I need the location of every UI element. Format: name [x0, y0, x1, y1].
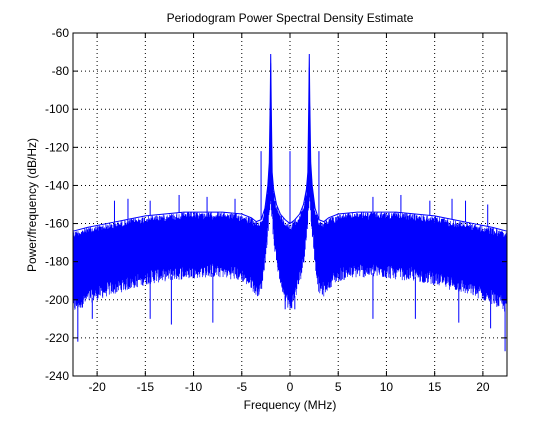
- y-tick-label: -240: [45, 369, 69, 383]
- chart-title: Periodogram Power Spectral Density Estim…: [167, 11, 414, 25]
- x-tick-label: -15: [137, 380, 155, 394]
- y-tick-label: -60: [52, 26, 70, 40]
- x-tick-label: -10: [185, 380, 203, 394]
- x-tick-label: 5: [335, 380, 342, 394]
- y-tick-label: -180: [45, 255, 69, 269]
- x-tick-label: -5: [236, 380, 247, 394]
- y-tick-label: -220: [45, 331, 69, 345]
- y-tick-label: -120: [45, 140, 69, 154]
- y-tick-label: -100: [45, 102, 69, 116]
- ticks: -20 -15 -10 -5 0 5 10 15 20 -60 -80 -100 -120 -140 -16…: [45, 26, 507, 394]
- y-tick-label: -160: [45, 217, 69, 231]
- x-tick-label: 20: [476, 380, 490, 394]
- psd-noise-band: [72, 63, 508, 312]
- x-axis-label: Frequency (MHz): [244, 398, 337, 412]
- y-tick-label: -140: [45, 178, 69, 192]
- x-tick-label: -20: [88, 380, 106, 394]
- y-axis-label: Power/frequency (dB/Hz): [25, 138, 39, 272]
- psd-envelope-line: [72, 53, 508, 232]
- x-tick-label: 0: [287, 380, 294, 394]
- psd-trace: [72, 53, 508, 352]
- y-tick-label: -80: [52, 64, 70, 78]
- x-tick-label: 15: [428, 380, 442, 394]
- x-tick-label: 10: [380, 380, 394, 394]
- y-tick-label: -200: [45, 293, 69, 307]
